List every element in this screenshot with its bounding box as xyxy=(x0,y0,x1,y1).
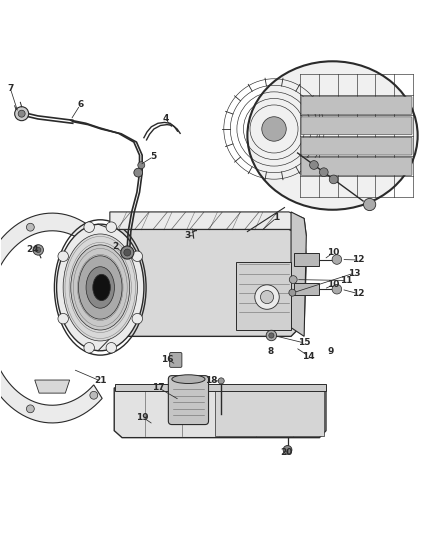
Text: 12: 12 xyxy=(352,289,364,298)
Text: 12: 12 xyxy=(352,255,364,264)
Ellipse shape xyxy=(247,61,418,210)
Ellipse shape xyxy=(78,256,122,319)
Circle shape xyxy=(310,160,318,169)
Ellipse shape xyxy=(63,234,138,341)
Text: 8: 8 xyxy=(267,347,274,356)
FancyBboxPatch shape xyxy=(301,138,412,155)
FancyBboxPatch shape xyxy=(301,117,412,135)
Circle shape xyxy=(262,117,286,141)
Circle shape xyxy=(319,168,328,176)
Circle shape xyxy=(132,313,142,324)
Text: 9: 9 xyxy=(327,347,333,356)
Circle shape xyxy=(58,313,68,324)
Polygon shape xyxy=(115,384,325,391)
FancyBboxPatch shape xyxy=(168,376,208,425)
Circle shape xyxy=(26,223,34,231)
Polygon shape xyxy=(291,212,306,336)
Circle shape xyxy=(134,168,143,177)
Circle shape xyxy=(33,245,43,255)
Circle shape xyxy=(332,285,342,294)
Text: 4: 4 xyxy=(162,115,169,124)
Text: 6: 6 xyxy=(77,100,83,109)
Polygon shape xyxy=(294,283,319,295)
Circle shape xyxy=(218,378,224,384)
Circle shape xyxy=(106,343,117,353)
Text: 16: 16 xyxy=(161,354,174,364)
Circle shape xyxy=(329,175,338,184)
Text: 2: 2 xyxy=(112,243,118,252)
FancyBboxPatch shape xyxy=(301,96,412,114)
Circle shape xyxy=(266,330,277,341)
Polygon shape xyxy=(73,229,306,336)
Circle shape xyxy=(364,198,376,211)
FancyBboxPatch shape xyxy=(170,352,182,367)
Text: 10: 10 xyxy=(327,248,339,257)
FancyArrowPatch shape xyxy=(192,229,197,232)
Text: 1: 1 xyxy=(273,213,280,222)
Text: 24: 24 xyxy=(26,245,39,254)
Text: 13: 13 xyxy=(348,269,360,278)
Text: 14: 14 xyxy=(302,351,315,360)
Polygon shape xyxy=(237,262,291,330)
Ellipse shape xyxy=(93,274,110,301)
Polygon shape xyxy=(114,388,326,438)
Ellipse shape xyxy=(86,266,114,308)
FancyBboxPatch shape xyxy=(301,158,412,175)
Circle shape xyxy=(261,290,274,304)
Circle shape xyxy=(14,107,28,120)
Circle shape xyxy=(35,247,41,253)
Polygon shape xyxy=(215,390,324,436)
Ellipse shape xyxy=(57,224,144,351)
Circle shape xyxy=(106,222,117,232)
Circle shape xyxy=(121,246,134,259)
Circle shape xyxy=(84,343,95,353)
Circle shape xyxy=(138,161,145,169)
Polygon shape xyxy=(0,213,102,423)
Circle shape xyxy=(118,329,126,337)
Ellipse shape xyxy=(172,375,205,384)
Circle shape xyxy=(58,251,68,262)
Circle shape xyxy=(269,333,274,338)
Text: 10: 10 xyxy=(327,280,339,289)
Text: 15: 15 xyxy=(298,338,311,348)
Polygon shape xyxy=(35,380,70,393)
Circle shape xyxy=(255,285,279,309)
Text: 7: 7 xyxy=(7,84,14,93)
Text: 3: 3 xyxy=(184,231,191,239)
Ellipse shape xyxy=(71,245,130,330)
Circle shape xyxy=(332,255,342,264)
Circle shape xyxy=(124,249,131,256)
Circle shape xyxy=(289,289,296,296)
Text: 19: 19 xyxy=(136,413,149,422)
Circle shape xyxy=(18,110,25,117)
Text: 21: 21 xyxy=(94,376,106,385)
Text: 11: 11 xyxy=(340,276,353,285)
Circle shape xyxy=(283,446,292,454)
Circle shape xyxy=(132,251,142,262)
Polygon shape xyxy=(110,212,306,236)
Circle shape xyxy=(26,405,34,413)
Circle shape xyxy=(90,391,98,399)
Text: 17: 17 xyxy=(152,383,165,392)
Text: 20: 20 xyxy=(280,448,293,457)
Polygon shape xyxy=(294,253,319,265)
Circle shape xyxy=(84,222,95,232)
Circle shape xyxy=(289,276,297,284)
Text: 5: 5 xyxy=(150,152,157,161)
Text: 18: 18 xyxy=(205,376,217,385)
